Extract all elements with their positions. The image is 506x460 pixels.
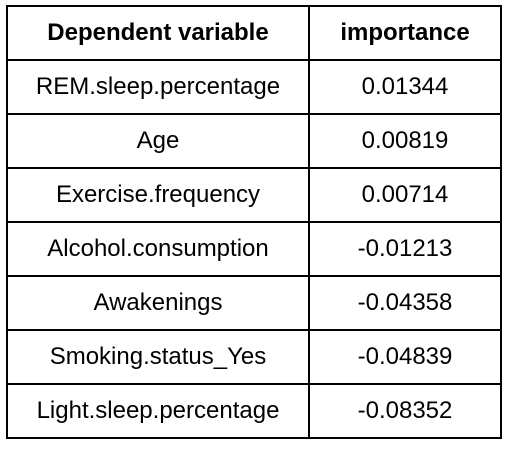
importance-cell: -0.04839 bbox=[308, 329, 502, 385]
table-row: REM.sleep.percentage 0.01344 bbox=[6, 59, 502, 115]
table-row: Light.sleep.percentage -0.08352 bbox=[6, 383, 502, 439]
variable-cell: Alcohol.consumption bbox=[6, 221, 310, 277]
importance-cell: -0.08352 bbox=[308, 383, 502, 439]
header-row: Dependent variable importance bbox=[6, 5, 502, 61]
variable-cell: Light.sleep.percentage bbox=[6, 383, 310, 439]
header-dependent-variable: Dependent variable bbox=[6, 5, 310, 61]
importance-cell: -0.01213 bbox=[308, 221, 502, 277]
importance-cell: 0.01344 bbox=[308, 59, 502, 115]
importance-table: Dependent variable importance REM.sleep.… bbox=[6, 5, 502, 439]
table-row: Awakenings -0.04358 bbox=[6, 275, 502, 331]
importance-cell: 0.00714 bbox=[308, 167, 502, 223]
table-row: Smoking.status_Yes -0.04839 bbox=[6, 329, 502, 385]
variable-cell: REM.sleep.percentage bbox=[6, 59, 310, 115]
importance-cell: -0.04358 bbox=[308, 275, 502, 331]
table-row: Age 0.00819 bbox=[6, 113, 502, 169]
table-row: Exercise.frequency 0.00714 bbox=[6, 167, 502, 223]
variable-cell: Age bbox=[6, 113, 310, 169]
header-importance: importance bbox=[308, 5, 502, 61]
variable-cell: Exercise.frequency bbox=[6, 167, 310, 223]
variable-cell: Awakenings bbox=[6, 275, 310, 331]
variable-cell: Smoking.status_Yes bbox=[6, 329, 310, 385]
table-row: Alcohol.consumption -0.01213 bbox=[6, 221, 502, 277]
importance-cell: 0.00819 bbox=[308, 113, 502, 169]
